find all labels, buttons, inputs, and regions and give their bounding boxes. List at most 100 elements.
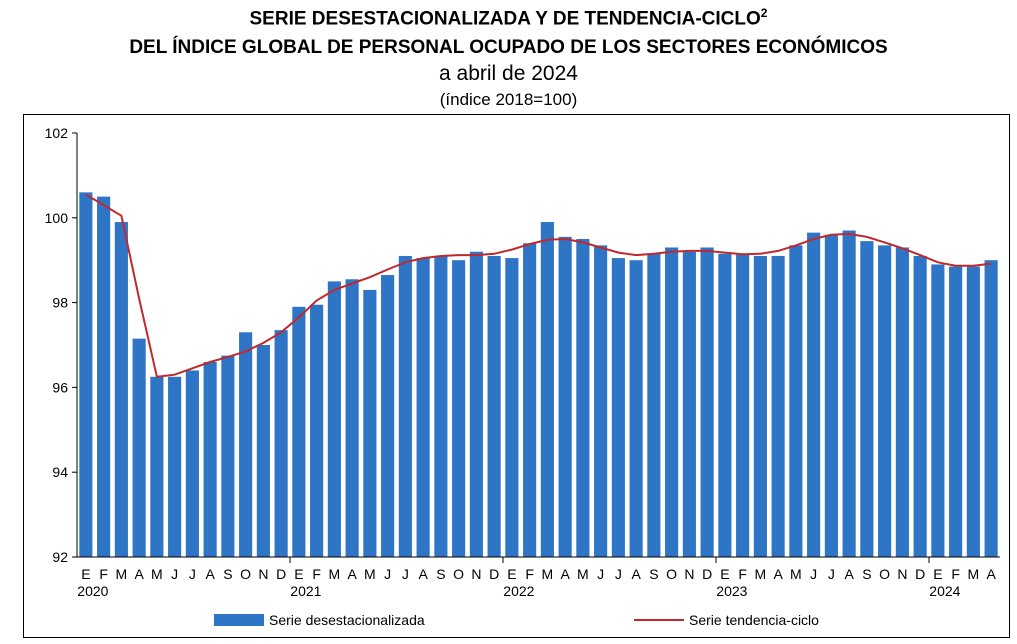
bar [132, 338, 146, 557]
bar [256, 345, 270, 557]
x-tick-label: F [312, 566, 321, 582]
bar [416, 258, 430, 557]
x-tick-label: E [720, 566, 729, 582]
x-year-label: 2020 [77, 583, 108, 599]
bar [824, 234, 838, 557]
chart-title-line2: DEL ÍNDICE GLOBAL DE PERSONAL OCUPADO DE… [129, 37, 888, 58]
x-tick-label: J [828, 566, 835, 582]
legend-label-bars: Serie desestacionalizada [269, 612, 425, 628]
y-tick-label: 92 [52, 549, 68, 565]
bar [540, 222, 554, 557]
x-tick-label: E [294, 566, 303, 582]
x-tick-label: O [453, 566, 464, 582]
x-tick-label: M [755, 566, 767, 582]
x-year-label: 2023 [716, 583, 747, 599]
x-tick-label: F [951, 566, 960, 582]
x-tick-label: M [542, 566, 554, 582]
x-tick-label: M [364, 566, 376, 582]
bar [771, 255, 785, 557]
bar [700, 247, 714, 558]
x-tick-label: O [879, 566, 890, 582]
bar [221, 355, 235, 557]
bar [665, 247, 679, 558]
x-tick-label: N [258, 566, 268, 582]
x-tick-label: A [631, 566, 641, 582]
bar [576, 239, 590, 557]
title-footnote-mark: 2 [760, 6, 768, 20]
x-tick-label: D [915, 566, 925, 582]
x-tick-label: E [81, 566, 90, 582]
x-tick-label: A [986, 566, 996, 582]
x-tick-label: A [560, 566, 570, 582]
x-tick-label: S [436, 566, 445, 582]
legend-swatch-bars [214, 614, 264, 626]
x-tick-label: M [790, 566, 802, 582]
x-tick-label: D [489, 566, 499, 582]
x-tick-label: J [615, 566, 622, 582]
chart-unit: (índice 2018=100) [439, 90, 578, 109]
x-tick-label: A [773, 566, 783, 582]
bar [895, 247, 909, 558]
legend-label-line: Serie tendencia-ciclo [689, 612, 819, 628]
x-tick-label: O [666, 566, 677, 582]
y-tick-label: 98 [52, 295, 68, 311]
x-tick-label: A [134, 566, 144, 582]
x-tick-label: A [418, 566, 428, 582]
x-tick-label: E [507, 566, 516, 582]
chart-subtitle: a abril de 2024 [439, 62, 578, 85]
bar [753, 255, 767, 557]
bar [718, 253, 732, 557]
bar [274, 330, 288, 557]
bar [860, 241, 874, 557]
x-tick-label: J [171, 566, 178, 582]
bar [682, 251, 696, 557]
bar [168, 376, 182, 557]
bar [469, 251, 483, 557]
bar [594, 245, 608, 558]
x-tick-label: F [525, 566, 534, 582]
bar [913, 255, 927, 557]
y-tick-label: 96 [52, 379, 68, 395]
bar [345, 279, 359, 557]
bar [310, 304, 324, 557]
bar [487, 255, 501, 557]
x-tick-label: A [205, 566, 215, 582]
bar [452, 260, 466, 557]
bar [292, 306, 306, 557]
bar [398, 255, 412, 557]
x-tick-label: J [597, 566, 604, 582]
x-year-label: 2024 [929, 583, 960, 599]
chart-title-line1: SERIE DESESTACIONALIZADA Y DE TENDENCIA-… [0, 6, 1017, 30]
y-tick-label: 94 [52, 464, 68, 480]
bar [789, 245, 803, 558]
bar [505, 258, 519, 557]
bar [966, 266, 980, 557]
x-tick-label: J [189, 566, 196, 582]
bar [79, 192, 93, 558]
trend-line [85, 193, 992, 378]
x-tick-label: A [347, 566, 357, 582]
bar [878, 245, 892, 558]
bar [611, 258, 625, 557]
bar [629, 260, 643, 557]
bar [150, 376, 164, 557]
chart-title-text: SERIE DESESTACIONALIZADA Y DE TENDENCIA-… [249, 8, 761, 30]
bar [97, 196, 111, 557]
x-tick-label: D [276, 566, 286, 582]
bar [984, 260, 998, 557]
bar [327, 281, 341, 557]
x-tick-label: O [240, 566, 251, 582]
x-tick-label: N [897, 566, 907, 582]
x-tick-label: J [402, 566, 409, 582]
x-tick-label: D [702, 566, 712, 582]
x-tick-label: S [862, 566, 871, 582]
bar [239, 332, 253, 557]
bar [363, 289, 377, 557]
x-tick-label: S [223, 566, 232, 582]
x-tick-label: E [933, 566, 942, 582]
bar [185, 370, 199, 557]
x-year-label: 2021 [290, 583, 321, 599]
chart-frame: 92 94 96 98 100 102 E F M A M J J A S O N D E F M A M J J A S O N D E F… [23, 114, 1010, 638]
x-tick-label: M [151, 566, 163, 582]
